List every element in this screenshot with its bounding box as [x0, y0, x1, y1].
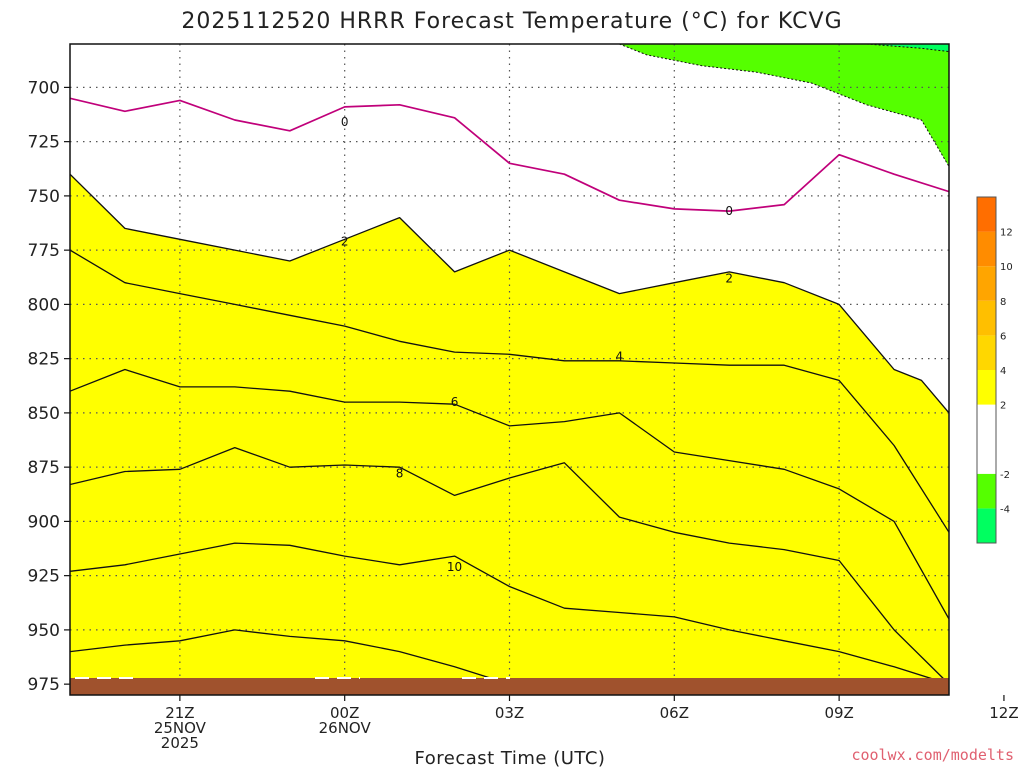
colorbar-tick-label: -4 [1000, 504, 1010, 515]
y-tick-label: 950 [28, 621, 60, 641]
x-tick-label: 00Z [330, 704, 359, 722]
contour-isotherm-m4c [866, 44, 949, 53]
fill-band-neg4-neg2 [619, 44, 949, 167]
colorbar-tick-label: 8 [1000, 297, 1006, 308]
contour-label: 8 [396, 467, 404, 481]
y-tick-label: 875 [28, 458, 60, 478]
x-tick-label: 06Z [660, 704, 689, 722]
contour-isotherm-6c [70, 368, 949, 621]
colorbar-tick-label: 4 [1000, 366, 1006, 377]
colorbar-swatch [977, 473, 996, 509]
colorbar-swatch [977, 370, 996, 405]
y-tick-label: 775 [28, 241, 60, 261]
colorbar-tick-label: 12 [1000, 228, 1013, 239]
contour-isotherm-m2c [619, 44, 949, 168]
contour-label: 4 [616, 349, 624, 363]
y-tick-label: 750 [28, 187, 60, 207]
y-tick-label: 850 [28, 404, 60, 424]
chart-title: 2025112520 HRRR Forecast Temperature (°C… [181, 9, 842, 34]
contour-labels: 0 0 2 2 4 6 8 10 [341, 115, 733, 574]
x-tick-label: 21Z [165, 704, 194, 722]
fill-band-neg6-neg4 [866, 44, 949, 52]
colorbar-swatch [977, 335, 996, 370]
colorbar-swatch [977, 266, 996, 301]
y-tick-label: 725 [28, 133, 60, 153]
contour-isotherm-2c [70, 173, 949, 414]
ground-layer [70, 678, 949, 695]
contour-isotherm-4c [70, 249, 949, 535]
contour-isotherm-12c [70, 629, 565, 692]
contour-label: 10 [447, 560, 462, 574]
contour-isotherm-10c [70, 542, 949, 685]
credit-text: coolwx.com/modelts [851, 746, 1014, 764]
contour-isotherm-8c [70, 446, 949, 685]
colorbar-swatch [977, 300, 996, 336]
colorbar-swatch [977, 404, 996, 474]
x-tick-label: 03Z [495, 704, 524, 722]
contour-label: 0 [725, 204, 733, 218]
contour-label: 6 [451, 395, 459, 409]
y-axis: 700 725 750 775 800 825 850 875 900 925 950 975 [28, 78, 70, 695]
colorbar-frame [976, 196, 997, 544]
colorbar-tick-label: -2 [1000, 470, 1010, 481]
y-tick-label: 700 [28, 78, 60, 98]
colorbar-tick-label: 10 [1000, 262, 1013, 273]
contour-isotherm-0c [70, 97, 949, 212]
colorbar-swatch [977, 508, 996, 543]
x-tick-label: 26NOV [319, 719, 372, 737]
y-tick-label: 925 [28, 567, 60, 587]
colorbar-swatch [977, 197, 996, 232]
colorbar: -4 -2 2 4 6 8 10 12 [976, 196, 1013, 544]
y-tick-label: 900 [28, 512, 60, 532]
x-tick-label: 12Z [989, 704, 1018, 722]
colorbar-tick-label: 6 [1000, 331, 1006, 342]
y-tick-label: 800 [28, 295, 60, 315]
colorbar-swatch [977, 231, 996, 267]
x-tick-label: 25NOV [154, 719, 207, 737]
isotherm-lines [70, 44, 949, 692]
grid-lines [70, 44, 949, 695]
x-tick-label: 09Z [824, 704, 853, 722]
contour-label: 0 [341, 115, 349, 129]
y-tick-label: 825 [28, 350, 60, 370]
x-tick-label: 2025 [161, 734, 199, 752]
colorbar-tick-label: 2 [1000, 401, 1006, 412]
contour-label: 2 [725, 271, 733, 285]
y-tick-label: 975 [28, 675, 60, 695]
contour-label: 2 [341, 234, 349, 248]
x-axis-label: Forecast Time (UTC) [415, 748, 606, 768]
plot-area: 0 0 2 2 4 6 8 10 [70, 44, 949, 695]
